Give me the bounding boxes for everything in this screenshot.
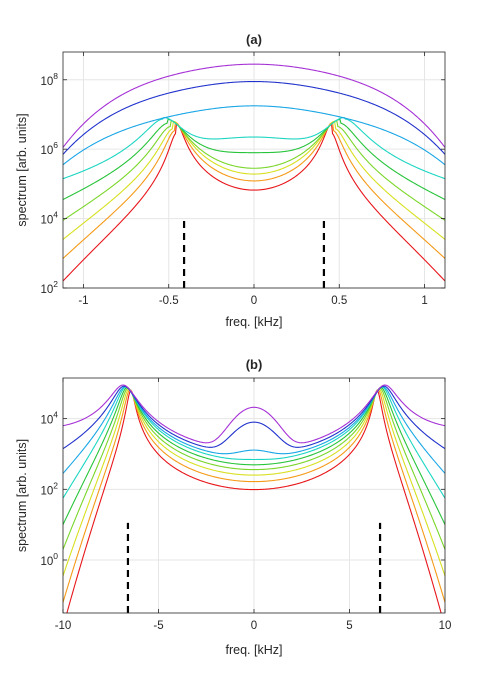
y-tick-label: 100 <box>40 551 58 568</box>
x-axis-label: freq. [kHz] <box>226 315 283 329</box>
series-group <box>63 384 445 613</box>
x-tick-label: 10 <box>439 620 452 632</box>
chart-panel-a: -1 -0.5 0 0.5 1 102 104 106 108 (a) freq. [kHz] spe… <box>15 32 446 329</box>
y-tick-label: 106 <box>40 140 58 157</box>
y-tick-label: 108 <box>40 71 58 88</box>
x-tick-label: -0.5 <box>159 295 179 307</box>
x-tick-label: -1 <box>78 295 88 307</box>
series-group <box>63 63 445 282</box>
x-tick-label: 1 <box>421 295 427 307</box>
series-line <box>63 120 445 221</box>
y-tick-label: 102 <box>40 480 58 497</box>
series-line <box>63 120 445 240</box>
x-tick-label: 0 <box>251 295 257 307</box>
x-tick-label: -10 <box>55 620 72 632</box>
x-tick-label: -5 <box>153 620 163 632</box>
chart-title: (b) <box>246 357 263 372</box>
chart-panel-b: -10 -5 0 5 10 100 102 104 (b) freq. [kHz] spectrum… <box>15 357 451 657</box>
series-line <box>63 121 445 259</box>
chart-title: (a) <box>246 32 262 47</box>
y-tick-label: 104 <box>40 210 58 227</box>
series-line <box>63 116 445 180</box>
series-line <box>63 388 445 577</box>
y-tick-label: 102 <box>40 279 58 296</box>
y-tick-label: 104 <box>40 410 58 427</box>
series-line <box>63 388 445 603</box>
y-axis-label: spectrum [arb. units] <box>15 113 29 226</box>
x-tick-label: 0 <box>251 620 257 632</box>
series-line <box>63 122 445 282</box>
series-line <box>63 80 445 155</box>
series-line <box>63 105 445 166</box>
x-tick-label: 5 <box>346 620 352 632</box>
x-tick-label: 0.5 <box>331 295 347 307</box>
series-line <box>63 387 445 550</box>
series-line <box>63 118 445 200</box>
x-axis-label: freq. [kHz] <box>226 643 283 657</box>
series-line <box>63 384 445 444</box>
y-axis-label: spectrum [arb. units] <box>15 439 29 552</box>
series-line <box>66 389 442 613</box>
series-line <box>63 63 445 148</box>
